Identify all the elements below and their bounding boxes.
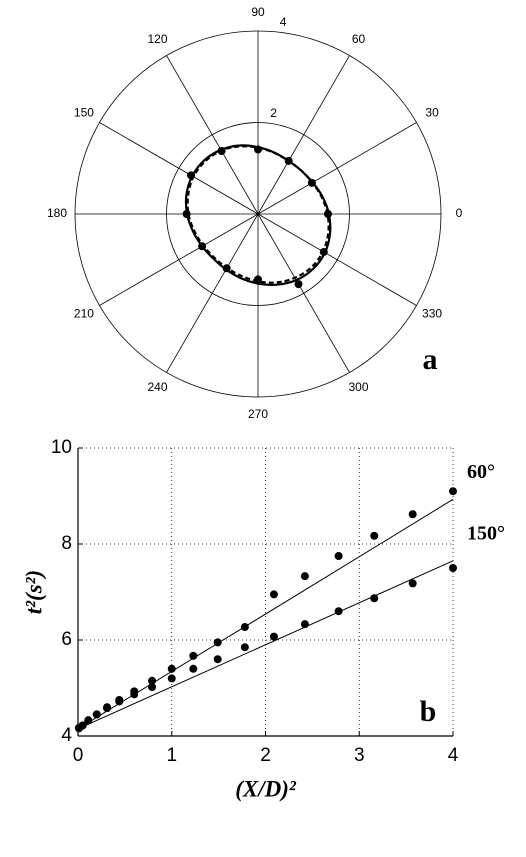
theta-label: 60: [352, 32, 366, 46]
theta-label: 180: [47, 206, 67, 220]
fit-curve: [186, 145, 330, 284]
data-point: [148, 676, 157, 685]
theta-label: 90: [251, 5, 265, 19]
data-point: [167, 664, 176, 673]
x-tick-label: 2: [260, 745, 271, 766]
data-point: [300, 572, 309, 581]
data-point: [334, 607, 343, 616]
ring: [74, 30, 442, 398]
data-point: [84, 716, 93, 725]
data-point: [370, 594, 379, 603]
y-tick-label: 6: [61, 629, 72, 650]
data-point: [408, 510, 417, 519]
data-point: [130, 690, 139, 699]
data-point: [300, 620, 309, 629]
r-label: 4: [280, 15, 287, 29]
data-point: [167, 674, 176, 683]
data-point: [189, 651, 198, 660]
data-point: [92, 710, 101, 719]
data-point: [103, 704, 112, 713]
data-point: [213, 638, 222, 647]
data-point: [294, 280, 303, 289]
data-point: [408, 579, 417, 588]
data-point: [189, 664, 198, 673]
y-axis-label: t²(s²): [21, 570, 46, 614]
ring: [166, 122, 350, 306]
panel-label: b: [420, 695, 437, 728]
data-point: [240, 623, 249, 632]
data-point: [213, 655, 222, 664]
theta-label: 150: [74, 106, 94, 120]
theta-label: 210: [74, 307, 94, 321]
x-tick-label: 1: [166, 745, 177, 766]
data-point: [269, 590, 278, 599]
data-point: [148, 683, 157, 692]
panel-label: a: [423, 343, 438, 376]
y-tick-label: 10: [51, 437, 72, 458]
theta-label: 300: [348, 380, 368, 394]
data-point: [240, 643, 249, 652]
theta-label: 30: [425, 106, 439, 120]
series-label: 150°: [467, 522, 505, 544]
x-axis-label: (X/D)²: [235, 776, 297, 801]
data-point: [449, 487, 457, 496]
data-point: [78, 721, 87, 730]
data-point: [370, 531, 379, 540]
x-tick-label: 4: [448, 745, 459, 766]
theta-label: 120: [147, 32, 167, 46]
fit-line: [77, 498, 454, 730]
x-tick-label: 0: [73, 745, 84, 766]
r-label: 2: [270, 106, 277, 120]
x-tick-label: 3: [354, 745, 365, 766]
theta-label: 240: [147, 380, 167, 394]
data-point: [449, 564, 457, 572]
data-point: [269, 632, 278, 641]
data-point: [115, 697, 124, 706]
series-label: 60°: [467, 461, 495, 483]
y-tick-label: 4: [61, 725, 72, 746]
fit-line: [77, 560, 454, 730]
theta-label: 330: [422, 307, 442, 321]
theta-label: 0: [456, 206, 463, 220]
y-tick-label: 8: [61, 533, 72, 554]
theta-label: 270: [248, 407, 268, 421]
data-point: [334, 552, 343, 560]
